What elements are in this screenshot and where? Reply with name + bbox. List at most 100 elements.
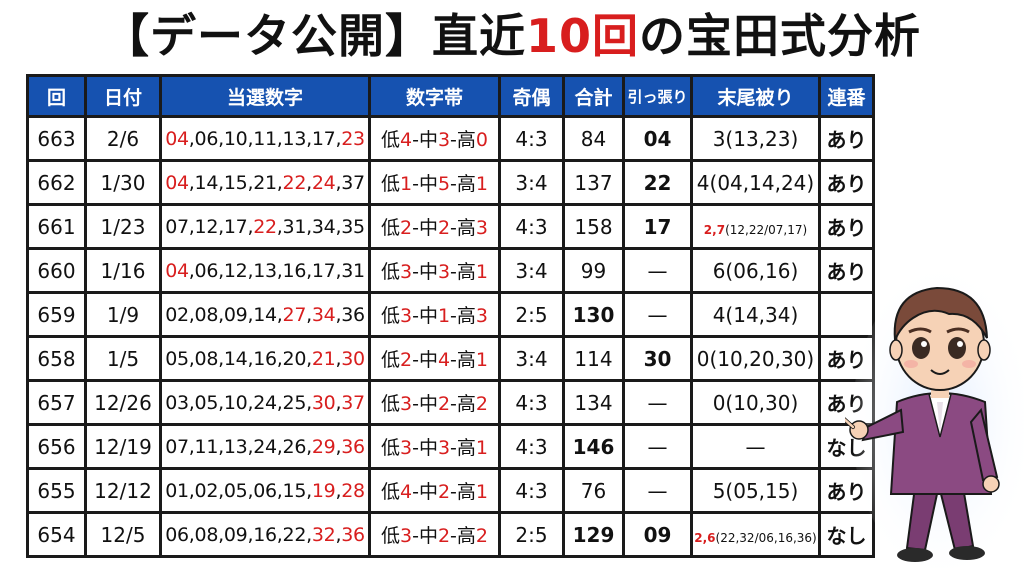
date-cell: 1/9 [84,291,162,338]
date-cell: 12/12 [84,467,162,514]
consecutive-cell: あり [818,115,875,162]
drawn-number: 24 [311,171,336,194]
band-count: 3 [399,393,413,415]
round-cell: 661 [26,203,87,250]
pull-cell: — [622,247,693,294]
parity-cell: 4:3 [498,379,565,426]
band-label: 中 [418,217,438,239]
band-label: 中 [418,261,438,283]
drawn-number: 22 [282,171,307,194]
sum-cell: 137 [562,159,625,206]
round-cell: 662 [26,159,87,206]
band-count: 4 [437,349,451,371]
band-count: 2 [399,349,413,371]
drawn-number: 16 [253,347,277,370]
sum-cell: 114 [562,335,625,382]
pull-cell: — [622,467,693,514]
sum-cell: 76 [562,467,625,514]
drawn-number: 11 [194,435,219,458]
drawn-number: 08 [194,303,219,326]
drawn-number: 28 [341,479,365,502]
tail-cell: 2,7(12,22/07,17) [690,203,821,250]
band-cell: 低3-中2-高2 [368,511,501,558]
parity-cell: 3:4 [498,335,565,382]
round-cell: 663 [26,115,87,162]
numbers-cell: 01,02,05,06,15,19,28 [159,467,371,514]
drawn-number: 22 [253,215,277,238]
pull-cell: 09 [622,511,693,558]
sum-cell: 146 [562,423,625,470]
date-cell: 1/30 [84,159,162,206]
drawn-number: 02 [194,479,219,502]
table-row: 655 12/12 01,02,05,06,15,19,28 低4-中2-高1 4:3 7… [26,467,875,514]
band-count: 5 [437,173,451,195]
band-count: 3 [399,437,413,459]
tail-cell: — [690,423,821,470]
consecutive-cell: なし [818,511,875,558]
drawn-number: 22 [282,523,307,546]
header-numbers: 当選数字 [159,74,371,118]
date-cell: 1/5 [84,335,162,382]
drawn-number: 11 [253,127,277,150]
numbers-cell: 04,14,15,21,22,24,37 [159,159,371,206]
drawn-number: 07 [165,435,189,458]
header-parity: 奇偶 [498,74,565,118]
band-count: 2 [437,217,451,239]
band-label: 中 [418,305,438,327]
band-cell: 低1-中5-高1 [368,159,501,206]
tail-cell: 4(14,34) [690,291,821,338]
consecutive-cell: あり [818,159,875,206]
round-cell: 657 [26,379,87,426]
band-label: 中 [418,525,438,547]
drawn-number: 09 [223,523,248,546]
drawn-number: 37 [341,391,365,414]
band-label: 高 [456,481,476,503]
pull-cell: — [622,291,693,338]
band-cell: 低3-中1-高3 [368,291,501,338]
band-count: 4 [399,481,413,503]
band-count: 1 [475,437,489,459]
round-cell: 659 [26,291,87,338]
band-count: 2 [399,217,413,239]
drawn-number: 20 [282,347,307,370]
drawn-number: 16 [253,523,277,546]
tail-detail: 4(04,14,24) [696,170,815,195]
drawn-number: 30 [311,391,336,414]
parity-cell: 4:3 [498,467,565,514]
band-count: 3 [475,217,489,239]
drawn-number: 31 [282,215,307,238]
drawn-number: 31 [341,259,365,282]
band-label: 低 [380,261,400,283]
band-count: 3 [399,525,413,547]
numbers-cell: 04,06,10,11,13,17,23 [159,115,371,162]
drawn-number: 36 [341,523,365,546]
band-label: 中 [418,173,438,195]
tail-detail: (12,22/07,17) [725,222,808,237]
table-row: 661 1/23 07,12,17,22,31,34,35 低2-中2-高3 4:3 15… [26,203,875,250]
tail-detail: — [745,434,766,459]
band-count: 2 [475,393,489,415]
date-cell: 1/16 [84,247,162,294]
band-cell: 低2-中4-高1 [368,335,501,382]
drawn-number: 04 [165,171,189,194]
band-label: 低 [380,481,400,503]
band-label: 中 [418,129,438,151]
band-label: 低 [380,437,400,459]
title-part2: の宝田式分析 [639,9,921,63]
parity-cell: 2:5 [498,511,565,558]
drawn-number: 21 [253,171,277,194]
band-label: 低 [380,129,400,151]
drawn-number: 09 [223,303,248,326]
band-count: 2 [475,525,489,547]
band-cell: 低4-中2-高1 [368,467,501,514]
drawn-number: 32 [311,523,336,546]
band-cell: 低3-中3-高1 [368,423,501,470]
drawn-number: 05 [223,479,248,502]
header-round: 回 [26,74,87,118]
consecutive-cell [818,291,875,338]
date-cell: 1/23 [84,203,162,250]
tail-digits: 2,6 [694,530,716,545]
band-count: 2 [437,481,451,503]
drawn-number: 36 [341,435,365,458]
drawn-number: 37 [341,171,365,194]
